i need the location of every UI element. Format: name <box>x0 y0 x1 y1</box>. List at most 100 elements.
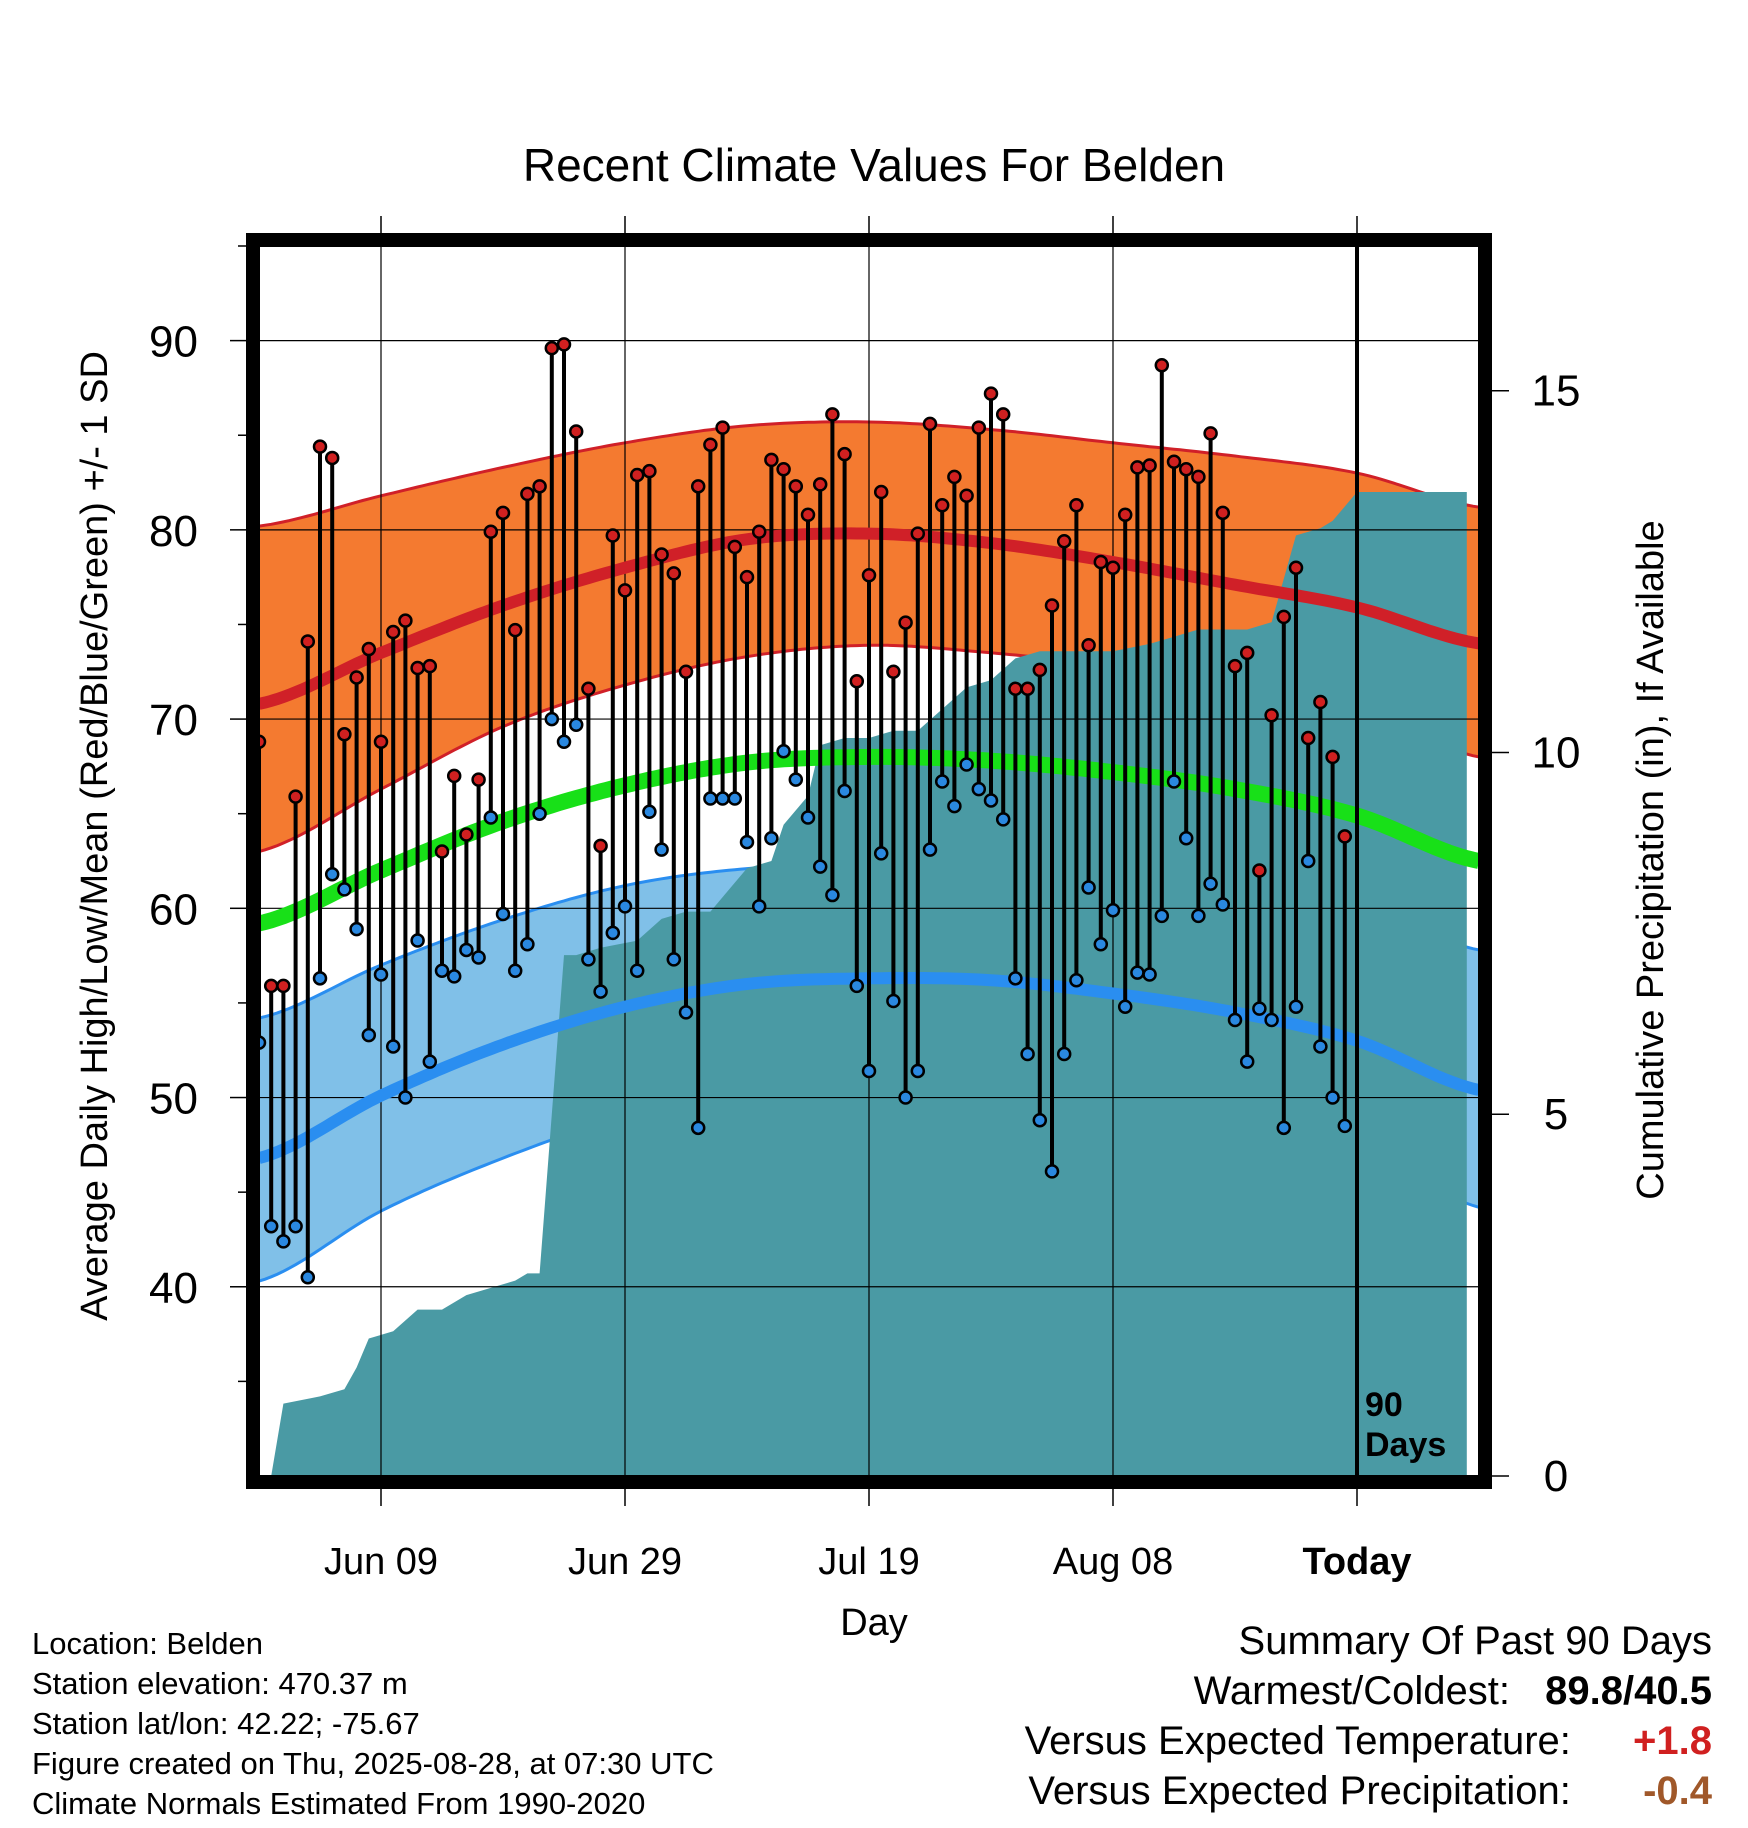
low-temp-point <box>776 743 791 759</box>
high-temp-point <box>715 420 730 435</box>
high-temp-point <box>886 664 901 680</box>
high-temp-point <box>1032 662 1048 678</box>
high-temp-point <box>398 613 413 628</box>
low-temp-point <box>459 942 474 958</box>
precip-anomaly-value: -0.4 <box>1643 1769 1712 1813</box>
x-tick-label: Aug 08 <box>1053 1541 1173 1583</box>
high-temp-point <box>1020 681 1035 697</box>
low-temp-point <box>1215 897 1231 912</box>
low-temp-point <box>690 1120 706 1136</box>
low-temp-point <box>715 791 730 806</box>
high-temp-point <box>422 658 438 674</box>
low-temp-point <box>312 971 328 986</box>
low-temp-point <box>1276 1120 1292 1136</box>
high-temp-point <box>568 424 584 439</box>
high-temp-point <box>1191 469 1206 485</box>
x-tick-label: Today <box>1302 1541 1411 1583</box>
low-temp-point <box>983 793 999 808</box>
summary-temp: Versus Expected Temperature: +1.8 <box>1025 1716 1712 1766</box>
x-tick-label: Jun 29 <box>568 1541 682 1583</box>
low-temp-point <box>483 810 499 825</box>
low-temp-point <box>1337 1118 1353 1134</box>
low-temp-point <box>507 963 523 979</box>
x-axis-label: Day <box>840 1602 908 1644</box>
high-temp-point <box>1300 730 1316 746</box>
y-axis-label: Average Daily High/Low/Mean (Red/Blue/Gr… <box>74 351 116 1321</box>
summary-title: Summary Of Past 90 Days <box>1238 1619 1712 1663</box>
low-temp-point <box>1264 1012 1279 1028</box>
high-temp-point <box>703 437 718 452</box>
high-temp-point <box>642 463 657 479</box>
low-temp-point <box>434 963 450 979</box>
low-temp-point <box>495 906 511 922</box>
y2-tick-label: 15 <box>1532 367 1581 416</box>
chart-title: Recent Climate Values For Belden <box>523 139 1225 191</box>
high-temp-point <box>764 452 779 468</box>
high-temp-point <box>1239 645 1255 661</box>
high-temp-point <box>934 497 950 513</box>
low-temp-point <box>1117 999 1133 1014</box>
high-temp-point <box>1056 533 1072 549</box>
high-temp-point <box>947 469 962 485</box>
low-temp-point <box>1032 1112 1048 1128</box>
high-temp-point <box>276 978 291 994</box>
warmest-value: 89.8 <box>1545 1669 1624 1713</box>
high-temp-point <box>1288 560 1304 575</box>
low-temp-point <box>276 1234 291 1249</box>
high-temp-point <box>666 566 682 581</box>
low-temp-point <box>581 952 596 967</box>
high-temp-point <box>349 670 364 685</box>
y2-tick-label: 5 <box>1544 1090 1568 1139</box>
low-temp-point <box>1069 972 1084 988</box>
y-tick-label: 70 <box>149 696 198 745</box>
low-temp-point <box>446 969 462 984</box>
high-temp-point <box>605 528 621 543</box>
low-temp-point <box>337 882 352 897</box>
y-tick-label: 80 <box>149 507 198 556</box>
latlon-text: Station lat/lon: 42.22; -75.67 <box>32 1706 420 1741</box>
low-temp-point <box>849 978 865 994</box>
low-temp-point <box>520 937 535 952</box>
high-temp-point <box>495 505 511 521</box>
low-temp-point <box>259 1035 267 1050</box>
high-temp-point <box>1081 638 1096 653</box>
low-temp-point <box>971 781 987 797</box>
low-temp-point <box>1093 937 1109 952</box>
low-temp-point <box>886 993 901 1009</box>
x-tick-label: Jun 09 <box>324 1541 438 1583</box>
high-temp-point <box>898 615 913 630</box>
high-temp-point <box>1264 708 1279 723</box>
high-temp-point <box>995 407 1011 422</box>
low-temp-point <box>1288 999 1304 1014</box>
y-tick-label: 40 <box>149 1264 198 1313</box>
high-temp-point <box>324 450 340 466</box>
high-temp-point <box>373 734 389 750</box>
high-temp-point <box>910 526 926 541</box>
low-temp-point <box>1044 1164 1060 1179</box>
high-temp-point <box>873 484 889 500</box>
high-temp-point <box>812 477 828 492</box>
low-temp-point <box>410 933 425 948</box>
low-temp-point <box>385 1039 401 1054</box>
high-temp-point <box>581 681 596 697</box>
y-tick-label: 60 <box>149 885 198 934</box>
high-temp-point <box>300 634 316 649</box>
low-temp-point <box>568 717 584 733</box>
low-temp-point <box>910 1063 926 1079</box>
y2-axis-label: Cumulative Precipitation (in), If Availa… <box>1630 520 1672 1199</box>
high-temp-point <box>556 337 572 352</box>
low-temp-point <box>666 952 682 967</box>
low-temp-point <box>764 831 779 846</box>
low-temp-point <box>324 866 340 882</box>
high-temp-point <box>825 407 840 422</box>
low-temp-point <box>837 783 852 799</box>
days-label-line1: 90 <box>1365 1386 1403 1424</box>
high-temp-point <box>337 726 352 742</box>
x-tick-label: Jul 19 <box>818 1541 919 1583</box>
y-tick-label: 90 <box>149 318 198 367</box>
low-temp-point <box>934 774 950 789</box>
low-temp-point <box>556 734 572 750</box>
low-temp-point <box>861 1063 877 1079</box>
high-normal-line <box>259 527 1479 710</box>
coldest-value: 40.5 <box>1634 1669 1712 1713</box>
